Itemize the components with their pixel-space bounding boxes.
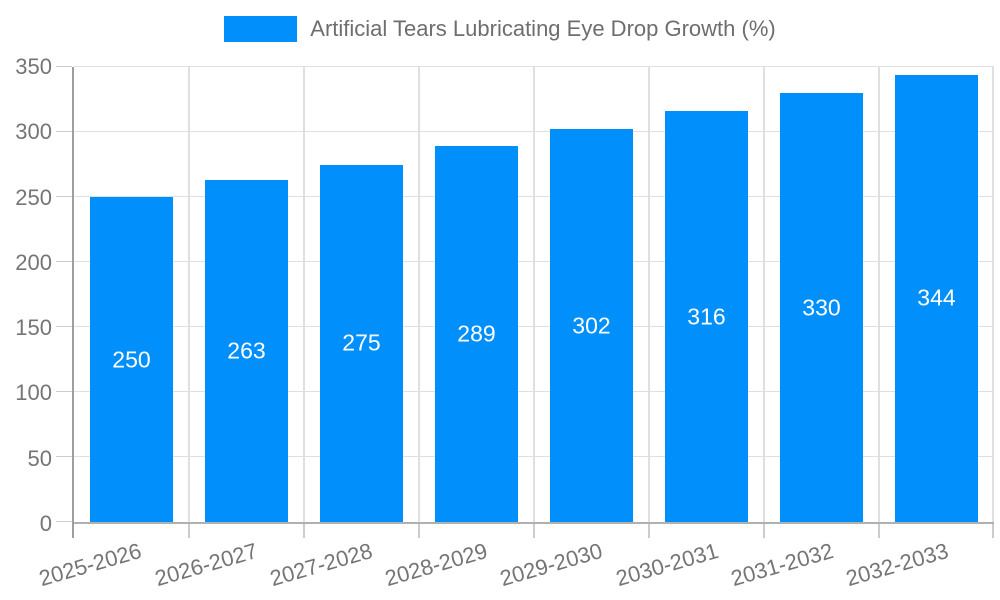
x-axis-labels: 2025-2026 2026-2027 2027-2028 2028-2029 2029… <box>36 524 994 600</box>
bar-slot: 263 <box>189 67 304 522</box>
bar-2032-2033[interactable]: 344 <box>894 74 979 522</box>
plot-area: 250 263 275 289 302 316 330 344 <box>56 66 994 538</box>
bar-slot: 289 <box>419 67 534 522</box>
v-gridline <box>188 67 190 522</box>
y-tick-label: 300 <box>15 119 52 145</box>
x-tick <box>992 524 994 538</box>
v-gridline <box>303 67 305 522</box>
y-tick <box>56 130 72 132</box>
x-tick <box>533 524 535 538</box>
x-tick <box>648 524 650 538</box>
y-tick <box>56 456 72 457</box>
x-tick-label: 2030-2031 <box>612 538 721 592</box>
bar-2026-2027[interactable]: 263 <box>204 180 289 522</box>
x-tick-label: 2025-2026 <box>36 538 145 592</box>
y-tick-label: 350 <box>15 54 52 79</box>
y-tick-label: 150 <box>15 315 52 341</box>
bar-slot: 250 <box>74 67 189 522</box>
bar-value-label: 316 <box>687 303 726 330</box>
bar-value-label: 275 <box>342 329 381 356</box>
x-tick <box>878 524 880 538</box>
bar-2031-2032[interactable]: 330 <box>779 93 864 522</box>
h-gridline <box>74 66 994 67</box>
bar-slot: 344 <box>879 67 994 522</box>
legend[interactable]: Artificial Tears Lubricating Eye Drop Gr… <box>0 16 1000 42</box>
x-tick <box>188 524 190 538</box>
bar-2027-2028[interactable]: 275 <box>319 164 404 522</box>
bar-value-label: 263 <box>227 337 266 364</box>
x-tick-label: 2027-2028 <box>266 538 376 592</box>
x-tick-label: 2028-2029 <box>382 538 491 592</box>
x-tick-label: 2026-2027 <box>151 538 260 592</box>
bar-slot: 302 <box>534 67 649 522</box>
v-gridline <box>763 67 765 522</box>
v-gridline <box>648 67 650 522</box>
legend-swatch <box>224 16 298 42</box>
x-tick <box>303 524 305 538</box>
y-tick-label: 0 <box>39 511 52 536</box>
x-tick <box>763 524 765 538</box>
y-tick <box>56 391 72 392</box>
bar-2030-2031[interactable]: 316 <box>664 111 749 522</box>
bar-slot: 275 <box>304 67 419 522</box>
bar-value-label: 330 <box>802 294 841 320</box>
y-axis-labels: 0 50 100 150 200 250 300 350 <box>0 54 52 536</box>
bar-value-label: 289 <box>457 320 496 347</box>
bar-2028-2029[interactable]: 289 <box>434 146 519 522</box>
y-tick <box>56 66 72 67</box>
y-tick <box>56 325 72 327</box>
v-gridline <box>418 67 420 522</box>
x-tick-label: 2029-2030 <box>497 538 606 592</box>
bar-slot: 330 <box>764 67 879 522</box>
y-tick-label: 50 <box>27 445 52 471</box>
v-gridline <box>992 67 994 522</box>
v-gridline <box>533 67 535 522</box>
y-tick <box>56 261 72 262</box>
bar-value-label: 250 <box>112 346 151 372</box>
y-tick-label: 250 <box>15 184 52 210</box>
y-tick <box>56 521 72 522</box>
legend-label: Artificial Tears Lubricating Eye Drop Gr… <box>310 16 776 41</box>
y-tick-label: 100 <box>15 380 52 406</box>
bar-slot: 316 <box>649 67 764 522</box>
bar-2025-2026[interactable]: 250 <box>89 197 174 522</box>
x-tick-label: 2032-2033 <box>843 538 952 592</box>
bar-2029-2030[interactable]: 302 <box>549 129 634 522</box>
y-tick-label: 200 <box>15 249 52 275</box>
x-tick <box>418 524 420 538</box>
bar-value-label: 302 <box>572 312 611 339</box>
x-tick-label: 2031-2032 <box>727 538 837 592</box>
y-tick <box>56 195 72 197</box>
bar-value-label: 344 <box>917 284 956 311</box>
y-axis-line <box>72 522 74 538</box>
v-gridline <box>878 67 880 522</box>
